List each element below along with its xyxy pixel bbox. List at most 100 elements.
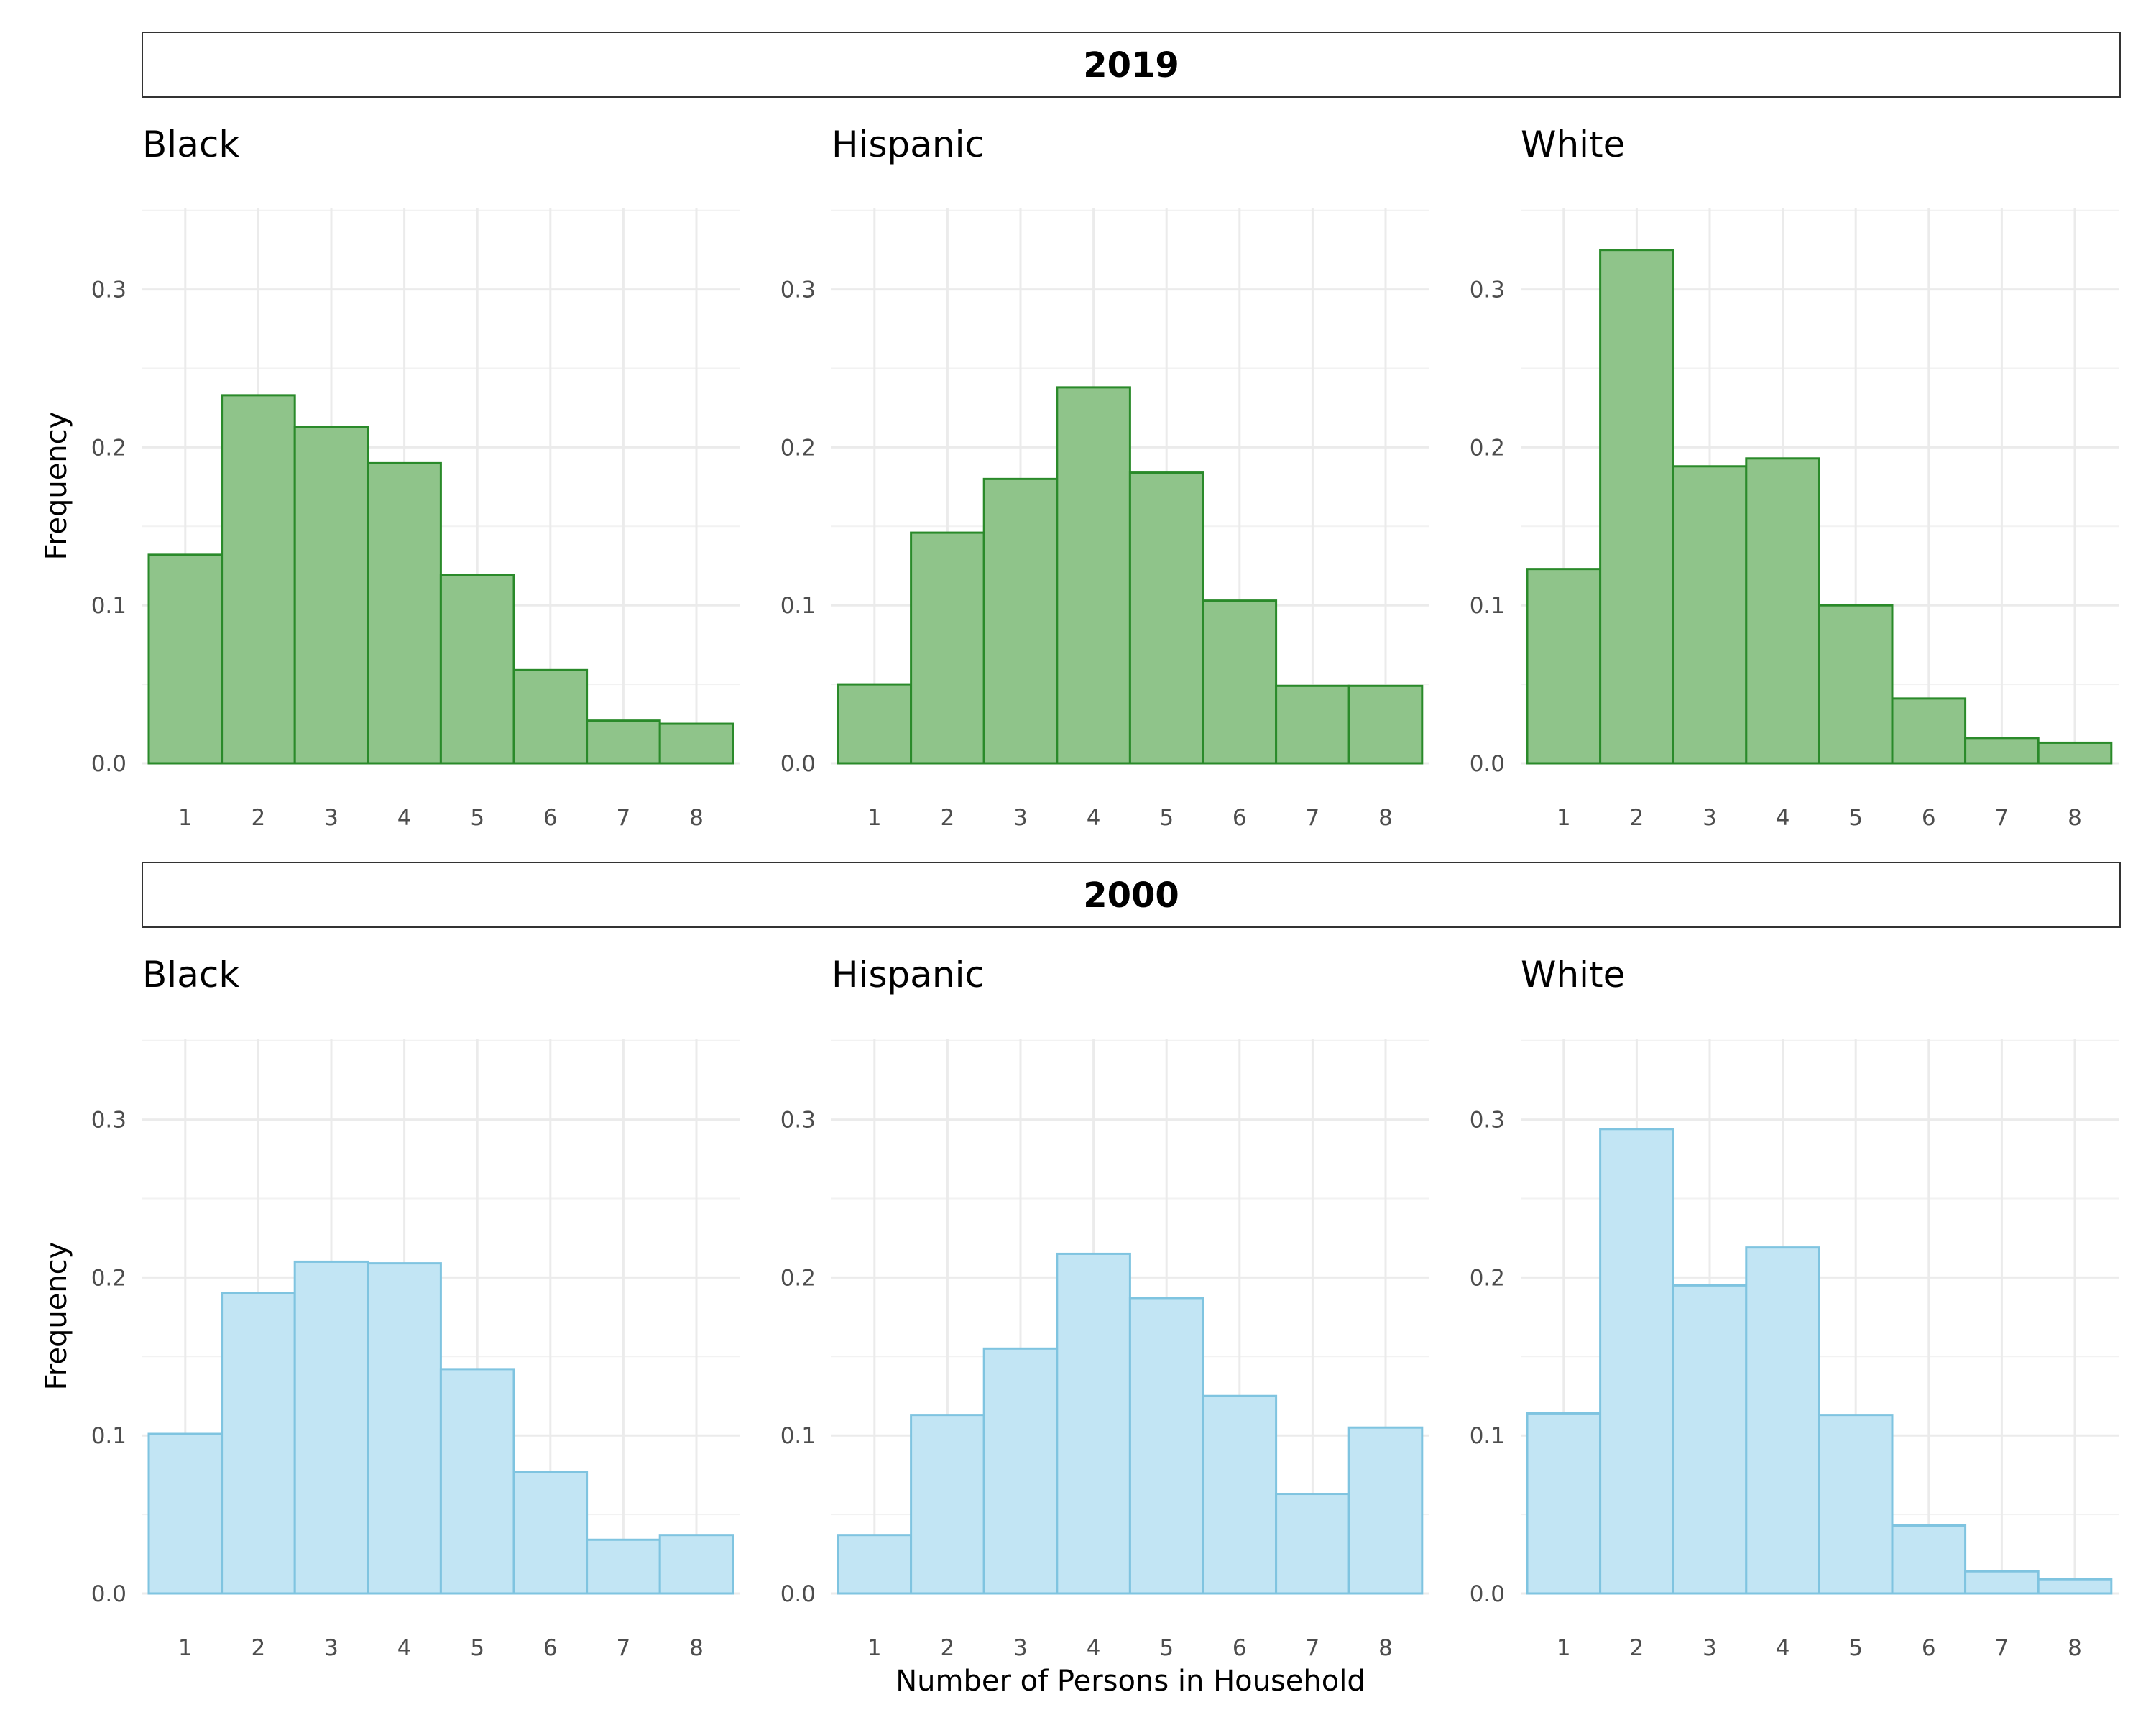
histogram-bar	[1818, 1414, 1894, 1595]
x-tick-label: 4	[1087, 805, 1101, 831]
histogram-bar	[910, 1414, 985, 1595]
histogram-bar	[2037, 1578, 2113, 1595]
x-tick-label: 4	[397, 805, 412, 831]
x-tick-label: 8	[689, 1635, 704, 1661]
y-axis-title: Frequency	[40, 1242, 73, 1391]
histogram-bar	[658, 722, 734, 765]
x-tick-label: 2	[252, 1635, 266, 1661]
histogram-bar	[1599, 249, 1674, 765]
histogram-bar	[1348, 684, 1424, 765]
histogram-bar	[1128, 472, 1204, 765]
x-tick-label: 8	[1378, 1635, 1393, 1661]
histogram-bar	[1348, 1426, 1424, 1595]
histogram-bar	[1818, 604, 1894, 765]
x-tick-label: 2	[941, 805, 955, 831]
y-axis-title: Frequency	[40, 412, 73, 561]
panel-title: Black	[142, 124, 239, 165]
histogram-bar	[837, 683, 913, 765]
y-tick-label: 0.2	[780, 1265, 816, 1291]
x-tick-label: 7	[617, 805, 631, 831]
histogram-bar	[293, 426, 369, 765]
histogram-bar	[512, 1471, 589, 1595]
x-tick-label: 1	[178, 1635, 193, 1661]
x-tick-label: 5	[1159, 805, 1174, 831]
x-tick-label: 8	[2068, 805, 2082, 831]
histogram-bar	[221, 1292, 296, 1595]
panel-black: Black 0.0 0.1 0.2 0.3 1 2 3 4 5 6 7 8	[91, 124, 740, 831]
panel-title: White	[1521, 954, 1625, 995]
panel-title: Hispanic	[831, 954, 985, 995]
panel-white: White 0.0 0.1 0.2 0.3 1 2 3 4 5 6 7 8	[1470, 124, 2119, 831]
x-tick-label: 6	[1233, 805, 1247, 831]
x-tick-label: 5	[470, 805, 484, 831]
x-tick-label: 2	[941, 1635, 955, 1661]
x-tick-label: 7	[617, 1635, 631, 1661]
histogram-bar	[1891, 1524, 1967, 1595]
histogram-bar	[982, 1347, 1059, 1595]
x-tick-label: 1	[1557, 1635, 1571, 1661]
y-tick-label: 0.3	[1470, 1108, 1505, 1133]
panel-black: Black 0.0 0.1 0.2 0.3 1 2 3 4 5 6 7 8	[91, 954, 740, 1661]
histogram-bar	[1599, 1128, 1674, 1595]
x-tick-label: 3	[324, 1635, 338, 1661]
panel-title: Black	[142, 954, 239, 995]
y-tick-label: 0.0	[91, 751, 126, 777]
y-tick-label: 0.3	[91, 1108, 126, 1133]
y-tick-label: 0.2	[91, 435, 126, 461]
histogram-bar	[1275, 1493, 1350, 1595]
x-tick-label: 6	[1233, 1635, 1247, 1661]
x-tick-label: 6	[543, 805, 558, 831]
histogram-bar	[1672, 1284, 1748, 1595]
histogram-bar	[1275, 684, 1350, 765]
x-tick-label: 6	[543, 1635, 558, 1661]
histogram-bar	[1964, 1570, 2040, 1595]
histogram-bar	[439, 1368, 515, 1595]
histogram-bar	[658, 1534, 734, 1595]
facet-strip	[142, 32, 2121, 98]
y-tick-label: 0.1	[780, 593, 816, 619]
histogram-bar	[837, 1534, 913, 1595]
x-tick-label: 5	[1848, 1635, 1863, 1661]
y-tick-label: 0.1	[780, 1423, 816, 1449]
histogram-bar	[1056, 1252, 1131, 1595]
histogram-bar	[147, 553, 224, 765]
histogram-bar	[439, 574, 515, 765]
x-tick-label: 2	[1630, 805, 1644, 831]
histogram-bar	[1526, 568, 1602, 765]
facet-strip-label: 2019	[1083, 45, 1179, 86]
x-tick-label: 4	[1087, 1635, 1101, 1661]
histogram-bar	[1745, 457, 1820, 765]
histogram-bar	[586, 1538, 661, 1595]
y-tick-label: 0.1	[91, 593, 126, 619]
panel-hispanic: Hispanic 0.0 0.1 0.2 0.3 1 2 3 4 5 6 7 8	[780, 954, 1429, 1661]
panel-hispanic: Hispanic 0.0 0.1 0.2 0.3 1 2 3 4 5 6 7 8	[780, 124, 1429, 831]
y-tick-label: 0.2	[1470, 435, 1505, 461]
histogram-bar	[1964, 737, 2040, 765]
panel-title: Hispanic	[831, 124, 985, 165]
y-tick-label: 0.2	[1470, 1265, 1505, 1291]
y-tick-label: 0.0	[91, 1581, 126, 1607]
histogram-bar	[221, 394, 296, 765]
x-tick-label: 8	[2068, 1635, 2082, 1661]
x-tick-label: 8	[689, 805, 704, 831]
y-tick-label: 0.0	[1470, 1581, 1505, 1607]
x-tick-label: 5	[1848, 805, 1863, 831]
histogram-bar	[1202, 599, 1278, 765]
histogram-bar	[367, 461, 442, 765]
x-tick-label: 5	[1159, 1635, 1174, 1661]
x-tick-label: 4	[397, 1635, 412, 1661]
y-tick-label: 0.2	[780, 435, 816, 461]
y-tick-label: 0.0	[780, 1581, 816, 1607]
histogram-bar	[367, 1262, 442, 1595]
y-tick-label: 0.1	[1470, 593, 1505, 619]
x-tick-label: 7	[1995, 1635, 2009, 1661]
x-tick-label: 3	[1013, 1635, 1028, 1661]
x-tick-label: 2	[1630, 1635, 1644, 1661]
x-tick-label: 3	[324, 805, 338, 831]
y-tick-label: 0.2	[91, 1265, 126, 1291]
histogram-bar	[147, 1432, 224, 1595]
y-tick-label: 0.1	[1470, 1423, 1505, 1449]
x-tick-label: 1	[867, 1635, 882, 1661]
x-tick-label: 6	[1922, 1635, 1936, 1661]
